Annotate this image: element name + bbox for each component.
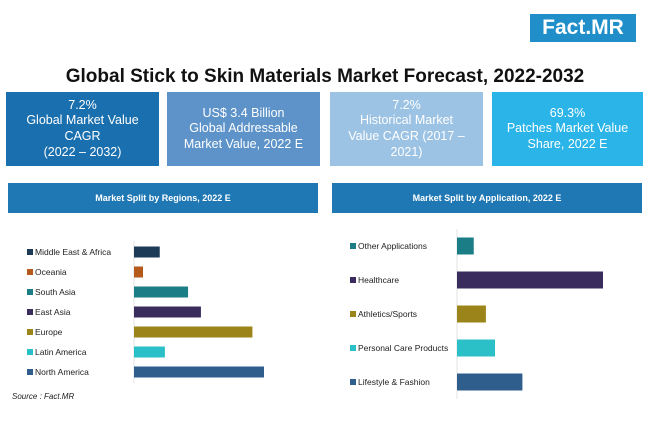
application-chart-title: Market Split by Application, 2022 E — [332, 183, 642, 213]
category-label: Healthcare — [358, 275, 399, 285]
category-label: Oceania — [35, 267, 67, 277]
legend-marker — [27, 289, 33, 295]
factmr-logo: Fact.MR — [530, 14, 636, 42]
bar — [457, 305, 486, 323]
category-label: Other Applications — [358, 241, 427, 251]
kpi-value: US$ 3.4 Billion — [202, 105, 285, 120]
kpi-line1: Patches Market Value — [506, 121, 629, 136]
kpi-line3: 2021) — [390, 144, 423, 159]
legend-marker — [350, 277, 356, 283]
kpi-line1: Global Market Value — [26, 113, 139, 128]
kpi-line1: Historical Market — [359, 113, 454, 128]
page-title: Global Stick to Skin Materials Market Fo… — [65, 66, 585, 87]
category-label: Europe — [35, 327, 63, 337]
kpi-patches-share: 69.3% Patches Market Value Share, 2022 E — [492, 92, 643, 166]
kpi-line2: Value CAGR (2017 – — [348, 129, 465, 143]
kpi-line2: Share, 2022 E — [527, 136, 608, 151]
category-label: Lifestyle & Fashion — [358, 377, 430, 387]
kpi-line1: Global Addressable — [189, 121, 298, 136]
legend-marker — [27, 309, 33, 315]
kpi-value: 7.2% — [392, 97, 421, 112]
kpi-value: 7.2% — [68, 97, 97, 112]
kpi-line2: Market Value, 2022 E — [183, 136, 304, 151]
category-label: Middle East & Africa — [35, 247, 111, 257]
category-label: East Asia — [35, 307, 71, 317]
bar — [457, 237, 474, 255]
bar — [457, 271, 603, 289]
bar — [457, 373, 523, 391]
legend-marker — [27, 349, 33, 355]
legend-marker — [27, 269, 33, 275]
legend-marker — [350, 311, 356, 317]
category-label: Personal Care Products — [358, 343, 448, 353]
kpi-global-cagr: 7.2% Global Market Value CAGR (2022 – 20… — [6, 92, 159, 166]
legend-marker — [27, 369, 33, 375]
bar — [134, 306, 201, 318]
legend-marker — [350, 379, 356, 385]
source-note: Source : Fact.MR — [12, 392, 75, 401]
bar — [134, 346, 165, 358]
legend-marker — [350, 345, 356, 351]
category-label: Athletics/Sports — [358, 309, 417, 319]
category-label: South Asia — [35, 287, 76, 297]
bar — [134, 246, 160, 258]
bar — [134, 366, 264, 378]
kpi-market-value: US$ 3.4 Billion Global Addressable Marke… — [167, 92, 320, 166]
kpi-line2: CAGR — [64, 129, 101, 143]
kpi-value: 69.3% — [549, 105, 586, 120]
legend-marker — [27, 329, 33, 335]
legend-marker — [27, 249, 33, 255]
regions-chart-title: Market Split by Regions, 2022 E — [8, 183, 318, 213]
bar — [134, 326, 253, 338]
kpi-historical-cagr: 7.2% Historical Market Value CAGR (2017 … — [330, 92, 483, 166]
kpi-line3: (2022 – 2032) — [43, 144, 122, 159]
category-label: North America — [35, 367, 89, 377]
legend-marker — [350, 243, 356, 249]
bar — [134, 266, 144, 278]
bar — [457, 339, 496, 357]
bar — [134, 286, 189, 298]
category-label: Latin America — [35, 347, 87, 357]
